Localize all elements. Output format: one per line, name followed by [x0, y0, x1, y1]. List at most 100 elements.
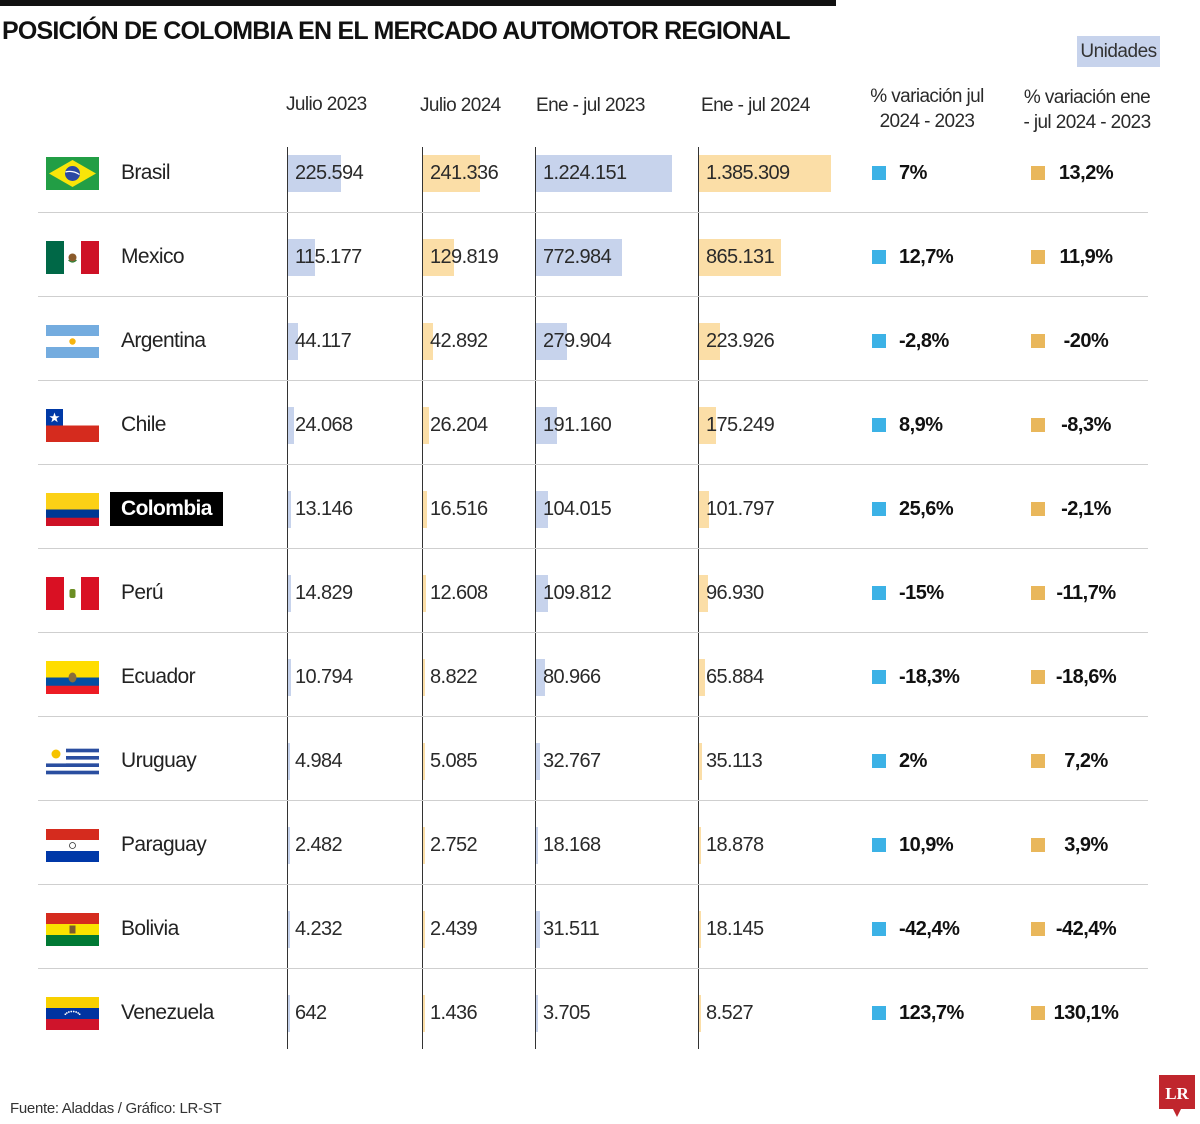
value-jul24: 12.608 [430, 582, 488, 604]
marker-var_jul [872, 922, 886, 936]
bar-ej23 [536, 743, 540, 780]
bar-jul24 [423, 491, 427, 528]
value-ej23: 32.767 [543, 750, 601, 772]
marker-var_jul [872, 250, 886, 264]
variation-var_jul: 7% [899, 162, 927, 184]
column-header-1: Julio 2024 [420, 95, 501, 116]
bar-jul24 [423, 155, 480, 192]
value-jul24: 2.439 [430, 918, 478, 940]
table-row: Bolivia 4.232 2.439 31.511 18.145 -42,4% -42,4… [0, 887, 1200, 971]
row-divider [38, 800, 1148, 801]
variation-var_ej: -8,3% [1061, 414, 1111, 436]
bar-jul23 [288, 827, 290, 864]
row-divider [38, 716, 1148, 717]
value-ej24: 8.527 [706, 1002, 754, 1024]
country-name: Venezuela [121, 1001, 214, 1024]
column-header-5: % variación ene - jul 2024 - 2023 [1023, 87, 1151, 133]
value-jul23: 115.177 [295, 246, 362, 268]
variation-var_jul: 12,7% [899, 246, 954, 268]
row-divider [38, 464, 1148, 465]
table-row: Paraguay 2.482 2.752 18.168 18.878 10,9% 3,9% [0, 803, 1200, 887]
flag-peru-icon [46, 577, 99, 610]
value-ej24: 175.249 [706, 414, 775, 436]
lr-logo: LR [1159, 1075, 1195, 1117]
value-ej24: 865.131 [706, 246, 775, 268]
marker-var_jul [872, 838, 886, 852]
marker-var_ej [1031, 502, 1045, 516]
bar-ej24 [699, 491, 709, 528]
flag-argentina-icon [46, 325, 99, 358]
variation-var_ej: -18,6% [1055, 666, 1117, 688]
variation-var_ej: -20% [1063, 330, 1109, 352]
bar-ej23 [536, 659, 545, 696]
marker-var_ej [1031, 922, 1045, 936]
table-row: Uruguay 4.984 5.085 32.767 35.113 2% 7,2% [0, 719, 1200, 803]
bar-ej24 [699, 323, 721, 360]
source-note: Fuente: Aladdas / Gráfico: LR-ST [10, 1100, 222, 1117]
value-ej23: 18.168 [543, 834, 601, 856]
variation-var_ej: -2,1% [1061, 498, 1111, 520]
marker-var_ej [1031, 586, 1045, 600]
bar-jul24 [423, 407, 430, 444]
variation-var_ej: 11,9% [1059, 246, 1113, 268]
value-ej24: 1.385.309 [706, 162, 790, 184]
bar-jul23 [288, 239, 316, 276]
marker-var_jul [872, 418, 886, 432]
value-ej24: 96.930 [706, 582, 764, 604]
value-ej23: 109.812 [543, 582, 612, 604]
variation-var_ej: 13,2% [1058, 162, 1114, 184]
bar-ej24 [699, 911, 701, 948]
table-row: Ecuador 10.794 8.822 80.966 65.884 -18,3% -18,… [0, 635, 1200, 719]
bar-ej24 [699, 995, 701, 1032]
marker-var_jul [872, 754, 886, 768]
bar-ej24 [699, 407, 716, 444]
value-ej23: 104.015 [543, 498, 612, 520]
flag-venezuela-icon [46, 997, 99, 1030]
country-name: Colombia [110, 492, 223, 526]
value-jul23: 2.482 [295, 834, 343, 856]
column-axis-line-1 [422, 147, 423, 1049]
bar-jul24 [423, 323, 434, 360]
value-ej24: 101.797 [706, 498, 775, 520]
value-jul23: 13.146 [295, 498, 353, 520]
value-ej24: 223.926 [706, 330, 775, 352]
bar-jul24 [423, 575, 426, 612]
marker-var_jul [872, 502, 886, 516]
row-divider [38, 884, 1148, 885]
value-ej23: 31.511 [543, 918, 600, 940]
bar-jul23 [288, 491, 292, 528]
variation-var_jul: -15% [899, 582, 944, 604]
column-axis-line-3 [698, 147, 699, 1049]
column-header-2: Ene - jul 2023 [536, 95, 645, 116]
value-ej24: 18.145 [706, 918, 764, 940]
bar-ej24 [699, 827, 701, 864]
bar-ej23 [536, 491, 548, 528]
marker-var_ej [1031, 418, 1045, 432]
variation-var_jul: -2,8% [899, 330, 949, 352]
value-jul24: 241.336 [430, 162, 499, 184]
variation-var_ej: 3,9% [1064, 834, 1108, 856]
flag-brazil-icon [46, 157, 99, 190]
marker-var_jul [872, 586, 886, 600]
value-jul24: 5.085 [430, 750, 478, 772]
value-ej23: 80.966 [543, 666, 601, 688]
bar-jul24 [423, 995, 425, 1032]
marker-var_ej [1031, 670, 1045, 684]
variation-var_ej: -11,7% [1056, 582, 1116, 604]
column-header-0: Julio 2023 [286, 94, 367, 115]
value-jul23: 4.232 [295, 918, 343, 940]
marker-var_ej [1031, 334, 1045, 348]
marker-var_ej [1031, 250, 1045, 264]
bar-ej24 [699, 239, 782, 276]
country-name: Argentina [121, 329, 206, 352]
bar-ej23 [536, 239, 622, 276]
row-divider [38, 296, 1148, 297]
row-divider [38, 548, 1148, 549]
table-row: Mexico 115.177 129.819 772.984 865.131 12,7% 1… [0, 215, 1200, 299]
value-jul23: 24.068 [295, 414, 353, 436]
variation-var_jul: 10,9% [899, 834, 954, 856]
row-divider [38, 212, 1148, 213]
column-header-3: Ene - jul 2024 [701, 95, 810, 116]
value-jul23: 14.829 [295, 582, 353, 604]
country-name: Mexico [121, 245, 185, 268]
